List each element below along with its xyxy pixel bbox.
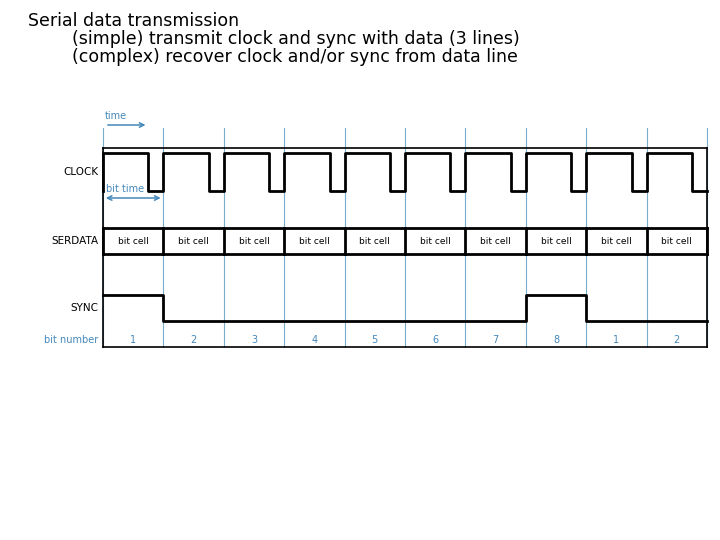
Text: Serial data transmission: Serial data transmission — [28, 12, 239, 30]
Text: 1: 1 — [613, 335, 619, 345]
Text: bit cell: bit cell — [299, 237, 330, 246]
Text: SYNC: SYNC — [70, 303, 98, 313]
Text: 3: 3 — [251, 335, 257, 345]
Text: bit number: bit number — [44, 335, 98, 345]
Text: bit cell: bit cell — [420, 237, 451, 246]
Text: bit cell: bit cell — [359, 237, 390, 246]
Text: SERDATA: SERDATA — [51, 236, 98, 246]
Text: bit cell: bit cell — [480, 237, 511, 246]
Text: 5: 5 — [372, 335, 378, 345]
Text: CLOCK: CLOCK — [63, 167, 98, 177]
Text: bit cell: bit cell — [601, 237, 631, 246]
Text: 1: 1 — [130, 335, 136, 345]
Text: (complex) recover clock and/or sync from data line: (complex) recover clock and/or sync from… — [28, 48, 518, 66]
Text: 8: 8 — [553, 335, 559, 345]
Text: bit cell: bit cell — [662, 237, 692, 246]
Text: bit time: bit time — [106, 184, 144, 194]
Text: bit cell: bit cell — [238, 237, 269, 246]
Text: (simple) transmit clock and sync with data (3 lines): (simple) transmit clock and sync with da… — [28, 30, 520, 48]
Text: 6: 6 — [432, 335, 438, 345]
Text: 2: 2 — [191, 335, 197, 345]
Text: bit cell: bit cell — [118, 237, 148, 246]
Text: bit cell: bit cell — [541, 237, 572, 246]
Text: 4: 4 — [311, 335, 318, 345]
Text: bit cell: bit cell — [179, 237, 209, 246]
Text: 7: 7 — [492, 335, 499, 345]
Text: 2: 2 — [674, 335, 680, 345]
Text: time: time — [105, 111, 127, 121]
